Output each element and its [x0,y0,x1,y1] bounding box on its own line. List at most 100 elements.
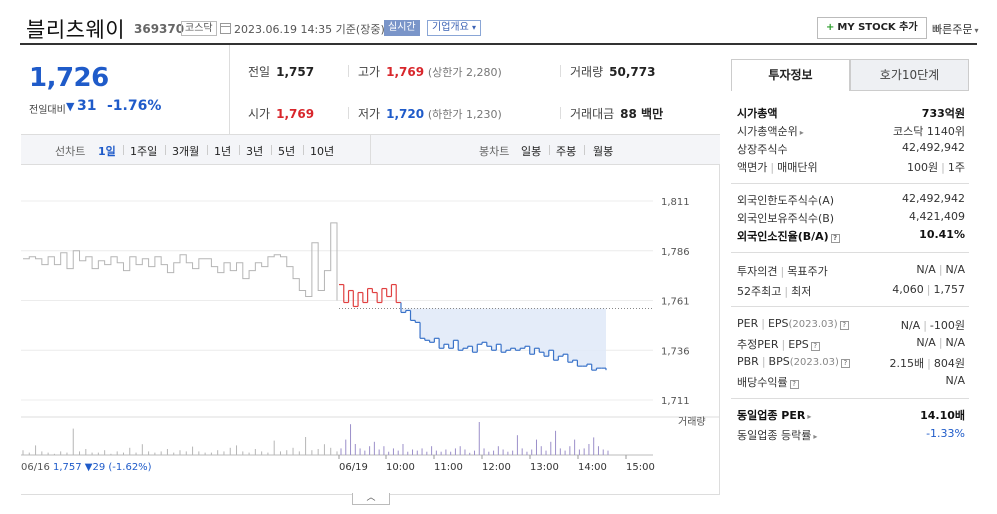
x-tick-label: 12:00 [482,462,511,473]
x-tick-label: 14:00 [578,462,607,473]
diff-rate: -1.76% [107,98,162,114]
tab-daily-candle[interactable]: 일봉 [521,145,542,158]
sector-per-label-text: 동일업종 PER [737,409,806,422]
est-eps-label: EPS [788,338,809,351]
tab-5year[interactable]: 5년 [278,145,296,158]
help-icon[interactable]: ? [830,234,840,243]
quick-order-button[interactable]: 빠른주문 ▾ [932,21,979,37]
open-value: 1,769 [276,107,315,121]
low-label: 저가 [358,107,381,121]
foreign-hold-row: 외국인보유주식수(B) 4,421,409 [737,210,965,228]
y-tick-label: 1,761 [661,297,690,308]
prev-close-cell: 전일 1,757 [248,63,314,80]
add-mystock-button[interactable]: + MY STOCK 추가 [817,17,927,39]
x-tick-label: 06/19 [339,462,368,473]
add-mystock-label: MY STOCK 추가 [837,22,918,33]
price-summary-table: 전일 1,757 고가 1,769 (상한가 2,280) 거래량 50,773 시가… [230,45,720,134]
help-icon[interactable]: ? [810,342,820,351]
divider [560,65,561,77]
divider [348,65,349,77]
per-eps-row: PER | EPS(2023.03)? N/A | -100원 [737,317,965,335]
tab-1year[interactable]: 1년 [214,145,232,158]
volume-axis-label: 거래량 [678,416,706,428]
open-cell: 시가 1,769 [248,105,314,122]
tab-separator [207,145,208,155]
chart-period-tabs: 선차트 1일 1주일 3개월 1년 3년 5년 10년 봉차트 일봉 주봉 월봉 [21,134,720,165]
per-eps-label: PER | EPS(2023.03)? [737,317,849,330]
tab-3month[interactable]: 3개월 [172,145,200,158]
sector-per-row[interactable]: 동일업종 PER ▸ 14.10배 [737,407,965,425]
foreign-limit-value: 42,492,942 [902,192,965,205]
y-tick-label: 1,711 [661,396,690,407]
par-unit-value: 100원 | 1주 [907,161,965,174]
y-tick-label: 1,811 [661,197,690,208]
tab-separator [165,145,166,155]
current-price: 1,726 [29,63,109,93]
unit-value: 1주 [947,161,965,174]
sector-per-value: 14.10배 [920,409,965,422]
est-per-value-text: N/A [916,336,936,349]
opinion-value: N/A | N/A [916,263,965,276]
shares-value: 42,492,942 [902,141,965,154]
prev-close-value: 1,757 [276,65,315,79]
per-label: PER [737,317,759,330]
intraday-price-chart[interactable]: 1,811 1,786 1,761 1,736 1,711 06/19 10:00 11:0… [21,165,720,495]
tab-1day[interactable]: 1일 [98,145,116,158]
chart-expand-button[interactable]: ︿ [352,493,390,505]
market-cap-label: 시가총액 [737,107,778,120]
x-axis-ticks: 06/19 10:00 11:00 12:00 13:00 14:00 15:00 [338,455,655,473]
company-overview-button[interactable]: 기업개요 ▾ [427,20,482,36]
tab-3year[interactable]: 3년 [246,145,264,158]
cap-rank-label: 시가총액순위 ▸ [737,123,804,139]
bps-period: (2023.03) [789,357,839,368]
dividend-value: N/A [945,374,965,387]
lower-limit: (하한가 1,230) [427,108,502,121]
tab-separator [549,145,550,155]
target-label: 목표주가 [787,265,828,278]
help-icon[interactable]: ? [840,359,850,368]
sector-change-value: -1.33% [926,427,965,440]
y-axis-ticks: 1,811 1,786 1,761 1,736 1,711 [661,197,690,407]
tab-separator [271,145,272,155]
below-reference-fill [396,308,606,371]
caret-right-icon: ▸ [799,128,804,137]
tab-10year[interactable]: 10년 [310,145,335,158]
est-eps-value: N/A [945,336,965,349]
cap-rank-row[interactable]: 시가총액순위 ▸ 코스닥 1140위 [737,123,965,141]
caret-right-icon: ▸ [807,412,812,421]
tab-group-divider [370,135,371,164]
high52-value: 4,060 [892,283,924,296]
pbr-label: PBR [737,355,759,368]
divider [348,107,349,119]
section-divider [731,183,969,184]
candle-chart-label: 봉차트 [479,145,510,158]
pbr-bps-row: PBR | BPS(2023.03)? 2.15배 | 804원 [737,355,965,373]
stock-code: 369370 [134,22,185,36]
tab-investment-info[interactable]: 투자정보 [731,59,850,91]
tab-orderbook-10[interactable]: 호가10단계 [850,59,969,91]
shares-row: 상장주식수 42,492,942 [737,141,965,159]
section-divider [731,398,969,399]
tab-weekly-candle[interactable]: 주봉 [556,145,577,158]
cap-rank-value: 코스닥 1140위 [893,125,965,138]
est-per-value: N/A | N/A [916,336,965,349]
section-divider [731,306,969,307]
cap-rank-label-text: 시가총액순위 [737,125,798,138]
x-tick-label: 13:00 [530,462,559,473]
market-cap-value: 733억원 [921,107,965,120]
line-chart-label: 선차트 [55,145,86,158]
opinion-label: 투자의견 | 목표주가 [737,265,828,278]
range52-value: 4,060 | 1,757 [892,283,965,296]
help-icon[interactable]: ? [789,380,799,389]
sector-change-row[interactable]: 동일업종 등락률 ▸ -1.33% [737,427,965,445]
plus-icon: + [826,22,835,33]
tab-1week[interactable]: 1주일 [130,145,158,158]
price-chart-svg: 1,811 1,786 1,761 1,736 1,711 06/19 10:00 11:0… [21,197,720,473]
investment-info-panel: 투자정보 호가10단계 시가총액 733억원 시가총액순위 ▸ 코스닥 1140위… [731,59,969,449]
divider [560,107,561,119]
help-icon[interactable]: ? [839,321,849,330]
opinion-value-text: N/A [916,263,936,276]
high-label: 고가 [358,65,381,79]
open-label: 시가 [248,107,271,121]
tab-monthly-candle[interactable]: 월봉 [593,145,614,158]
